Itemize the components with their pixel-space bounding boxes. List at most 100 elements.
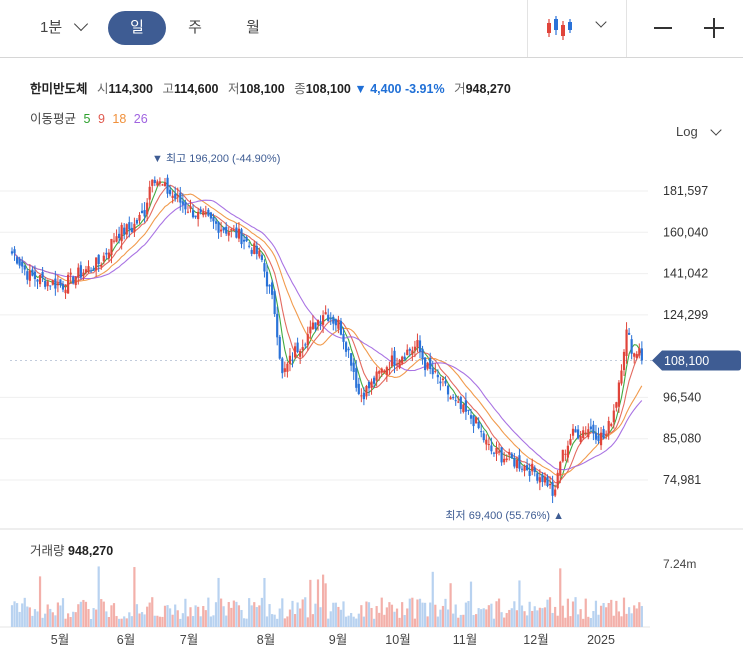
candle-body — [181, 201, 184, 205]
candle-body — [209, 212, 212, 219]
y-tick-label: 124,299 — [663, 308, 708, 322]
candle-body — [288, 355, 292, 364]
candle-body — [582, 430, 585, 438]
volume-bar — [253, 602, 256, 627]
volume-bar — [102, 601, 105, 627]
candle-body — [592, 424, 595, 434]
volume-bar — [584, 598, 587, 627]
volume-bar — [184, 598, 187, 627]
candle-body — [452, 397, 455, 399]
open-label: 시 — [97, 82, 109, 96]
volume-bar — [291, 600, 294, 627]
volume-bar — [612, 615, 615, 627]
candle-body — [95, 257, 98, 271]
candle-body — [380, 368, 383, 373]
volume-bar — [546, 599, 549, 627]
volume-bar — [41, 617, 44, 627]
volume-bar — [513, 601, 516, 627]
ma-26: 26 — [133, 112, 148, 126]
candle-body — [449, 397, 452, 400]
candle-body — [84, 269, 88, 273]
volume-bar — [148, 602, 151, 627]
minus-icon[interactable] — [654, 27, 672, 29]
tab-daily[interactable]: 일 — [108, 11, 166, 45]
volume-bar — [115, 616, 118, 627]
tab-monthly[interactable]: 월 — [246, 19, 260, 36]
candle-body — [444, 380, 447, 384]
volume-bar — [245, 618, 248, 627]
volume-bar — [194, 605, 197, 627]
candle-body — [622, 351, 626, 370]
volume-bar — [551, 612, 554, 627]
volume-bar — [204, 610, 207, 627]
volume-bar — [61, 598, 65, 627]
candle-body — [457, 401, 460, 403]
volume-bar — [630, 613, 633, 627]
candle-body — [556, 472, 559, 489]
candle-body — [561, 449, 564, 462]
volume-bar — [503, 617, 506, 627]
volume-bar — [444, 598, 447, 627]
candle-body — [176, 194, 179, 197]
volume-value: 948,270 — [465, 82, 511, 96]
volume-bar — [385, 607, 388, 627]
candle-body — [235, 227, 238, 238]
ma-18: 18 — [112, 112, 127, 126]
volume-bar — [230, 607, 233, 627]
volume-bar — [475, 614, 478, 627]
volume-bar — [174, 604, 177, 627]
volume-bar — [189, 607, 192, 627]
volume-bar — [597, 614, 600, 627]
volume-bar — [337, 606, 340, 627]
candle-body — [510, 453, 513, 458]
candlestick-icon[interactable] — [546, 15, 574, 41]
moving-average-lines — [14, 181, 643, 487]
moving-average-legend[interactable]: 이동평균 5 9 18 26 — [30, 108, 148, 127]
tab-weekly[interactable]: 주 — [188, 19, 202, 36]
volume-bar — [97, 566, 100, 627]
candle-body — [566, 445, 569, 458]
candle-body — [515, 460, 518, 469]
candle-body — [536, 473, 539, 481]
interval-dropdown[interactable]: 1분 — [40, 16, 89, 37]
volume-bar — [169, 608, 172, 627]
volume-bar — [327, 618, 330, 627]
volume-bar — [156, 615, 159, 627]
volume-bar — [344, 616, 348, 627]
volume-bar — [541, 608, 544, 627]
candle-body — [375, 371, 378, 381]
volume-bar — [408, 598, 411, 627]
candle-body — [186, 211, 190, 213]
volume-bar — [112, 603, 116, 627]
candle-body — [69, 272, 72, 275]
y-tick-label: 85,080 — [663, 432, 701, 446]
volume-bar — [416, 599, 419, 627]
volume-axis-tick: 7.24m — [663, 557, 696, 571]
volume-bar — [67, 613, 70, 627]
y-tick-label: 181,597 — [663, 184, 708, 198]
scale-dropdown[interactable]: Log — [676, 123, 722, 139]
volume-bar — [505, 613, 508, 627]
candle-body — [87, 266, 90, 273]
candle-body — [220, 229, 223, 232]
candle-body — [253, 243, 256, 254]
x-tick-label: 2025 — [587, 633, 615, 647]
candle-body — [265, 271, 269, 287]
volume-bar — [28, 607, 31, 627]
candle-body — [620, 370, 623, 384]
volume-bar — [220, 598, 223, 627]
volume-bar — [334, 602, 337, 627]
volume-bar — [495, 601, 498, 627]
candle-body — [569, 439, 572, 445]
candle-body — [350, 353, 353, 366]
low-value: 108,100 — [239, 82, 285, 96]
candle-body — [67, 274, 70, 294]
plus-icon[interactable] — [704, 18, 724, 38]
candle-body — [584, 432, 587, 434]
candle-body — [156, 181, 159, 186]
candle-body — [319, 321, 322, 323]
candle-body — [258, 250, 261, 257]
volume-bar — [523, 611, 526, 627]
volume-bar — [176, 610, 179, 627]
